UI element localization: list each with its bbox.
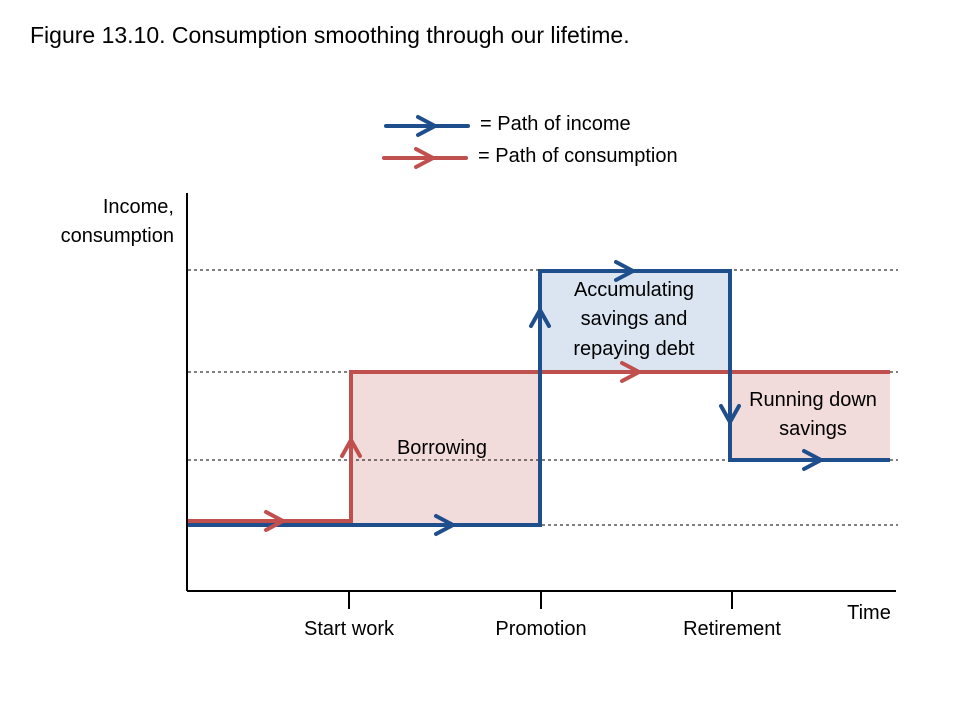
y-axis-label-line2: consumption (61, 225, 174, 247)
income-arrow-down (719, 404, 741, 424)
tick-label-start-work: Start work (304, 618, 395, 640)
axes (186, 193, 896, 609)
income-arrow-up (529, 308, 551, 328)
legend-income-label: = Path of income (480, 113, 631, 135)
saving-region (540, 271, 730, 372)
tick-label-retirement: Retirement (683, 618, 781, 640)
income-arrows (434, 260, 823, 536)
borrowing-region (351, 372, 540, 525)
consumption-arrow-right-2 (620, 361, 641, 383)
running-down-savings-region (730, 372, 890, 460)
legend-consumption-label: = Path of consumption (478, 145, 678, 167)
consumption-path (188, 370, 890, 523)
x-axis-label: Time (847, 602, 891, 624)
rundown-label-line2: savings (779, 418, 847, 440)
rundown-label-line1: Running down (749, 389, 877, 411)
borrowing-label: Borrowing (397, 437, 487, 459)
legend-consumption-swatch (382, 147, 468, 169)
consumption-arrows (264, 361, 641, 532)
income-arrow-right-2 (614, 260, 635, 282)
figure-title: Figure 13.10. Consumption smoothing thro… (30, 22, 630, 48)
consumption-arrow-up (340, 438, 362, 458)
consumption-arrow-right-1 (264, 510, 285, 532)
saving-label-line1: Accumulating (574, 279, 694, 301)
tick-label-promotion: Promotion (495, 618, 586, 640)
saving-label-line2: savings and (581, 308, 688, 330)
income-arrow-right-3 (802, 449, 823, 471)
income-arrow-right-1 (434, 514, 455, 536)
legend: = Path of income = Path of consumption (382, 113, 678, 169)
saving-label-line3: repaying debt (573, 338, 695, 360)
y-axis-label-line1: Income, (103, 196, 174, 218)
legend-income-swatch (384, 115, 470, 137)
